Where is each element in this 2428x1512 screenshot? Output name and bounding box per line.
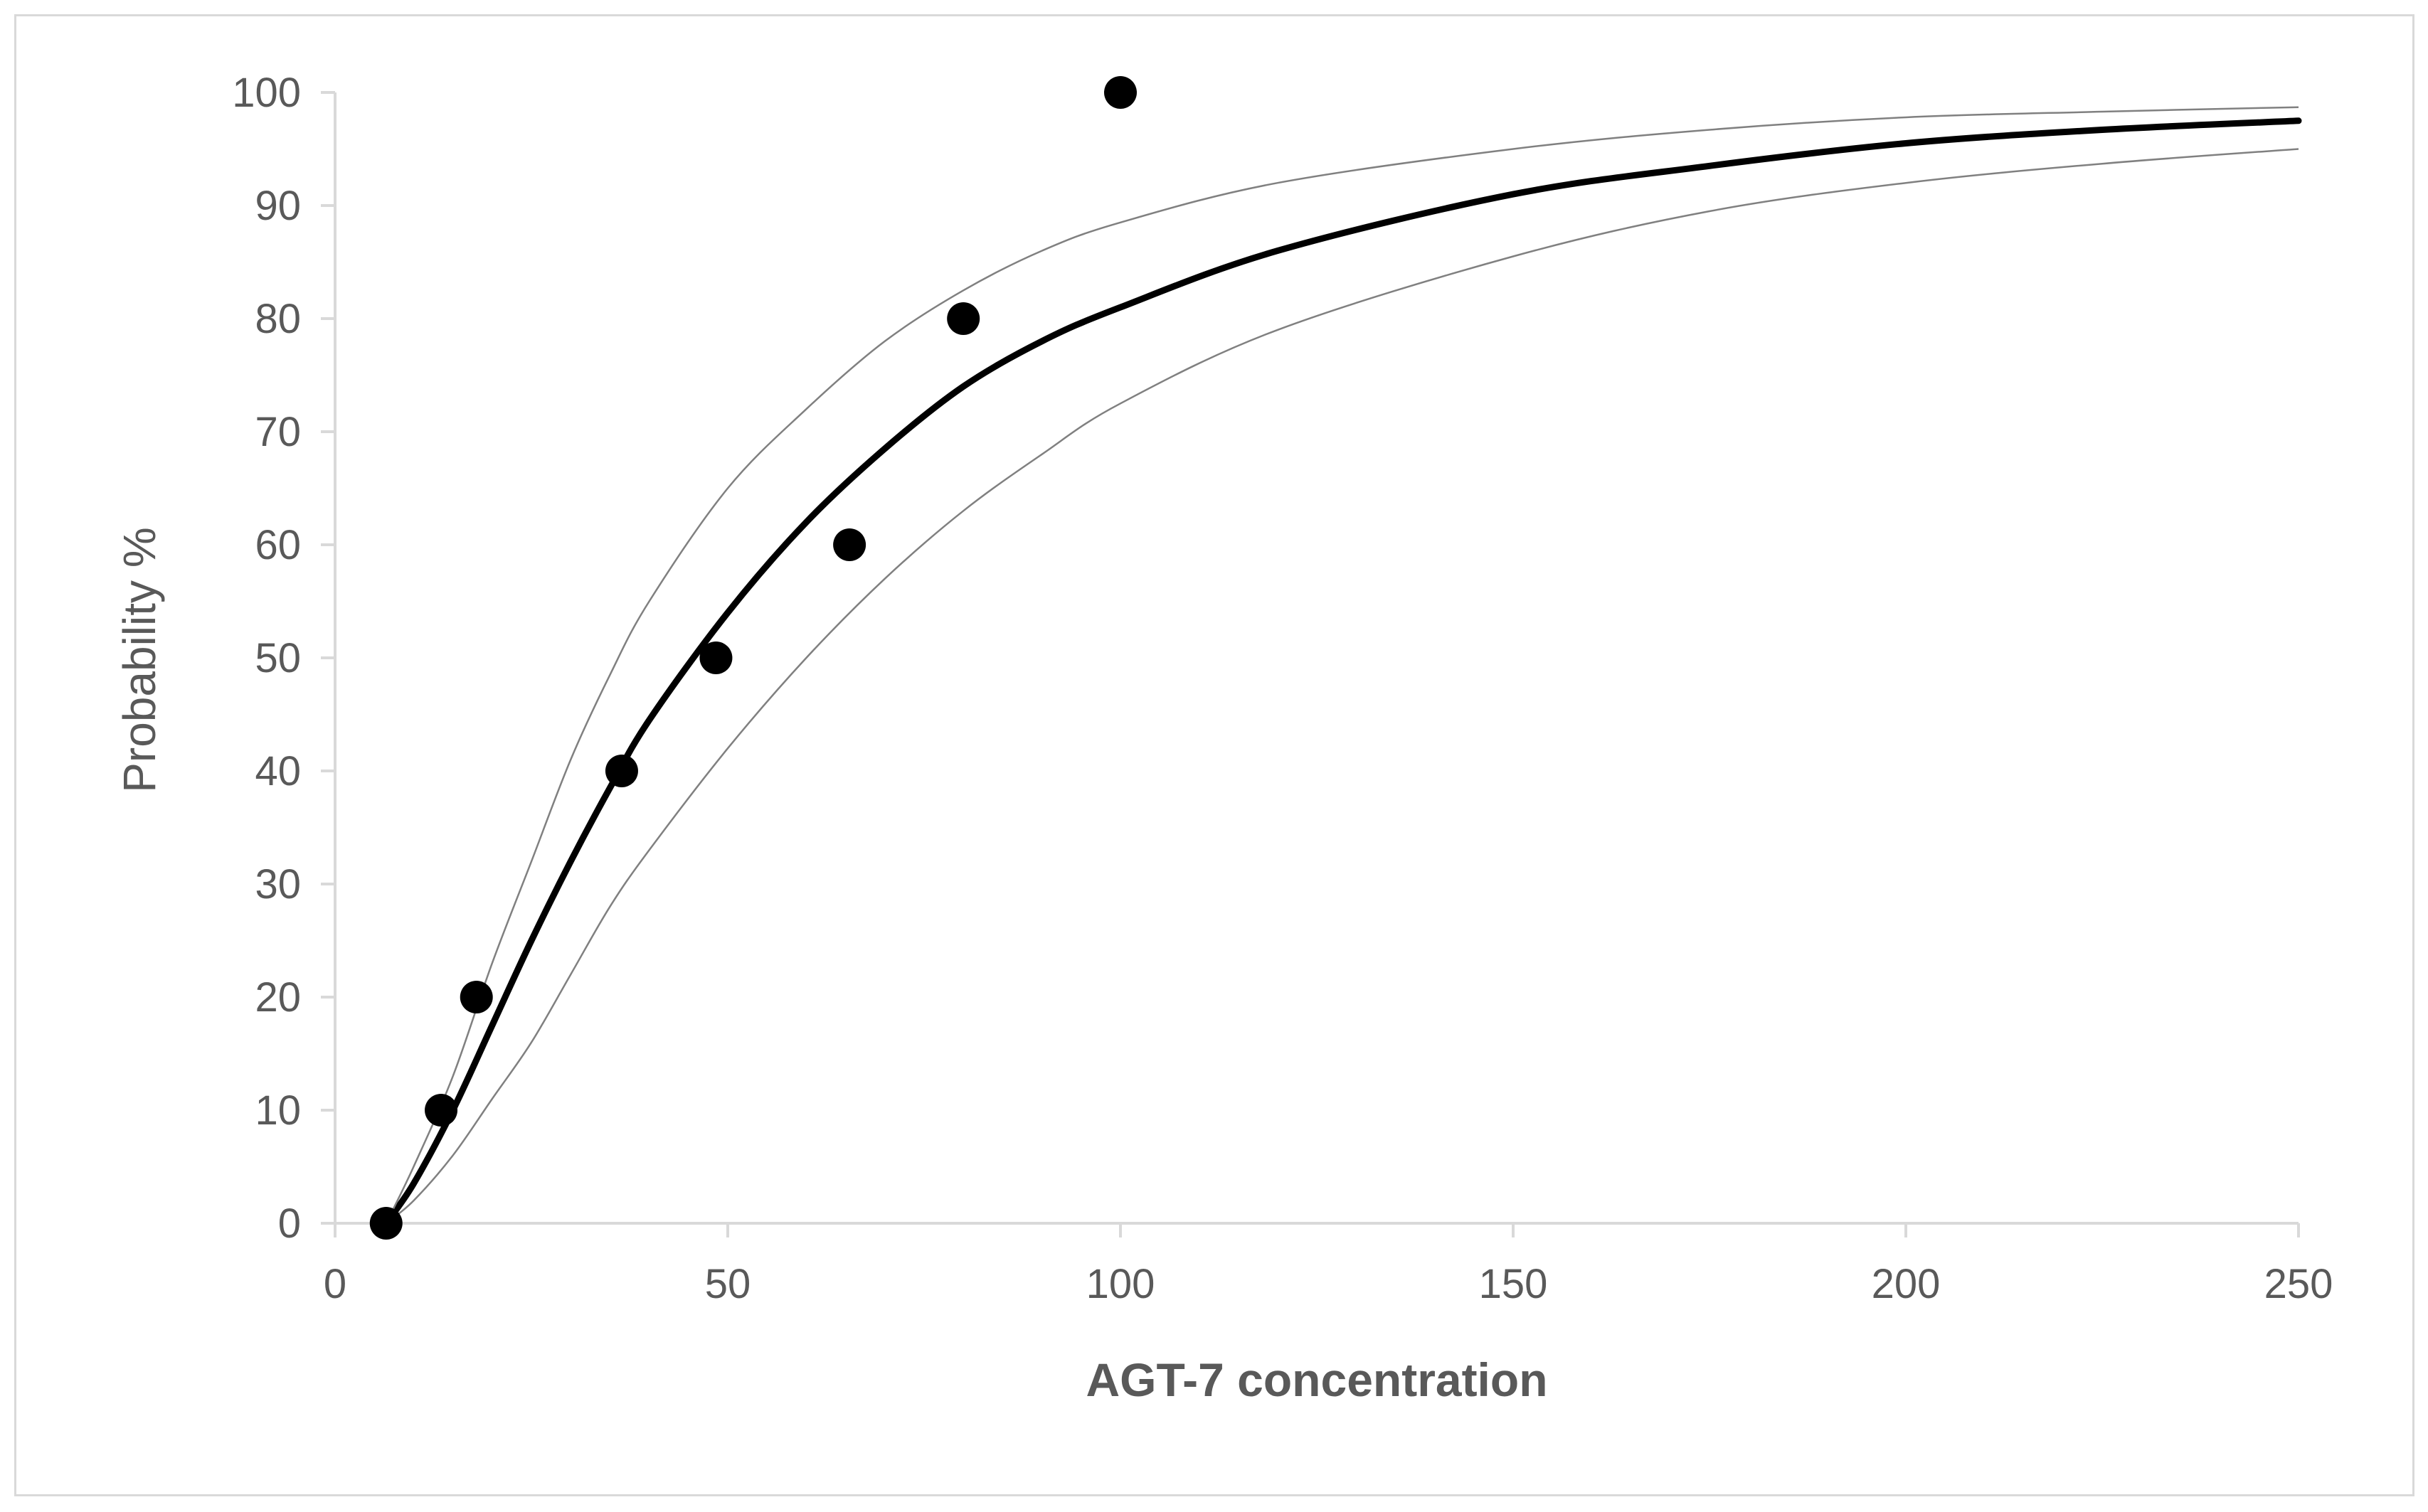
- chart-frame: [14, 14, 2414, 1496]
- y-tick-label: 60: [255, 522, 301, 568]
- y-tick-label: 30: [255, 861, 301, 907]
- x-tick-label: 150: [1479, 1261, 1548, 1307]
- curves: [383, 106, 2302, 1227]
- data-point: [1104, 76, 1137, 109]
- y-tick-label: 80: [255, 296, 301, 342]
- data-point: [947, 302, 980, 335]
- x-axis-title: AGT-7 concentration: [1086, 1353, 1547, 1406]
- fitted-curve-line: [383, 117, 2302, 1227]
- y-tick-label: 40: [255, 748, 301, 794]
- data-points: [369, 76, 1137, 1240]
- data-point: [425, 1094, 458, 1127]
- upper-confidence-bound-line: [385, 106, 2299, 1224]
- data-point: [833, 528, 866, 561]
- x-axis-tick-labels: 0 50 100 150 200 250: [324, 1261, 2333, 1307]
- y-tick-label: 10: [255, 1087, 301, 1134]
- x-tick-label: 50: [705, 1261, 751, 1307]
- y-axis-title: Probability %: [114, 527, 165, 793]
- data-point: [460, 981, 493, 1013]
- y-tick-label: 50: [255, 635, 301, 681]
- y-axis-tick-labels: 0 10 20 30 40 50 60 70 80 90 100: [232, 70, 301, 1247]
- x-tick-label: 250: [2264, 1261, 2333, 1307]
- data-point: [699, 641, 733, 674]
- y-tick-label: 100: [232, 70, 301, 116]
- y-tick-label: 90: [255, 183, 301, 229]
- x-tick-label: 100: [1086, 1261, 1155, 1307]
- y-tick-label: 20: [255, 974, 301, 1021]
- lower-confidence-bound-line: [386, 148, 2299, 1224]
- data-point: [369, 1207, 403, 1240]
- axes: [321, 91, 2300, 1237]
- y-tick-label: 70: [255, 409, 301, 455]
- data-point: [605, 755, 638, 787]
- x-tick-label: 200: [1872, 1261, 1941, 1307]
- y-tick-label: 0: [278, 1200, 301, 1247]
- x-tick-label: 0: [324, 1261, 346, 1307]
